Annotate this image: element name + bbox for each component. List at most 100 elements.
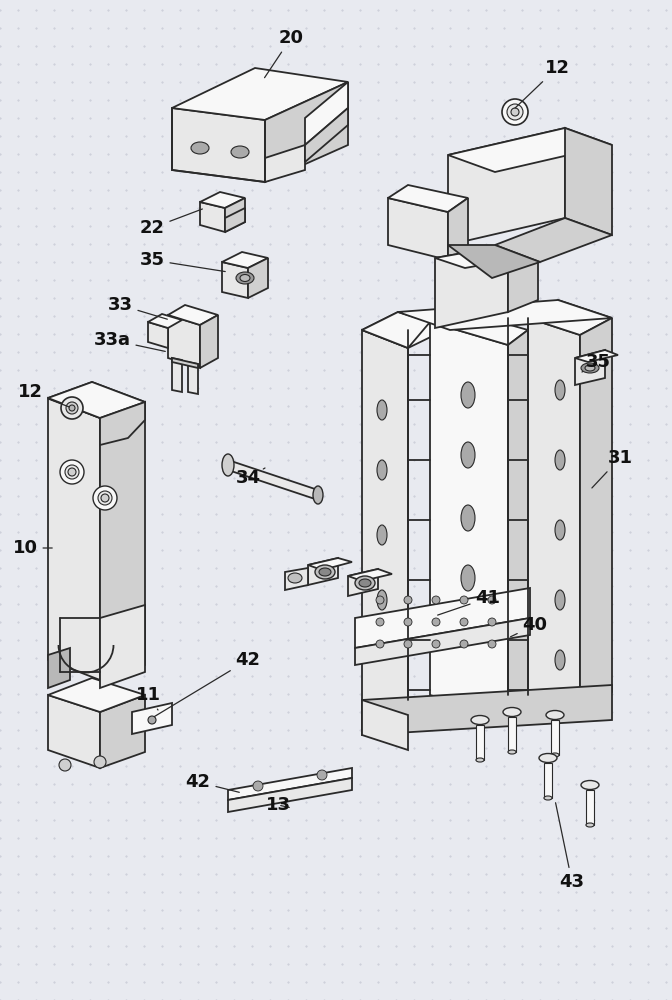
Text: 42: 42 xyxy=(155,651,261,717)
Polygon shape xyxy=(132,703,172,734)
Polygon shape xyxy=(508,330,528,718)
Polygon shape xyxy=(355,588,530,648)
Polygon shape xyxy=(575,350,618,362)
Circle shape xyxy=(94,756,106,768)
Polygon shape xyxy=(495,218,612,262)
Ellipse shape xyxy=(191,142,209,154)
Ellipse shape xyxy=(377,525,387,545)
Polygon shape xyxy=(222,252,268,268)
Polygon shape xyxy=(355,618,530,665)
Text: 31: 31 xyxy=(592,449,632,488)
Ellipse shape xyxy=(313,486,323,504)
Polygon shape xyxy=(565,128,612,235)
Circle shape xyxy=(98,491,112,505)
Polygon shape xyxy=(305,108,348,162)
Circle shape xyxy=(59,759,71,771)
Circle shape xyxy=(502,99,528,125)
Ellipse shape xyxy=(476,758,484,762)
Polygon shape xyxy=(388,185,468,212)
Polygon shape xyxy=(435,245,538,268)
Polygon shape xyxy=(200,192,245,208)
Ellipse shape xyxy=(359,579,371,587)
Text: 22: 22 xyxy=(140,209,202,237)
Polygon shape xyxy=(362,700,408,750)
Circle shape xyxy=(148,716,156,724)
Text: 13: 13 xyxy=(265,796,290,814)
Circle shape xyxy=(432,640,440,648)
Circle shape xyxy=(66,402,78,414)
Ellipse shape xyxy=(377,590,387,610)
Circle shape xyxy=(432,618,440,626)
Polygon shape xyxy=(172,108,265,182)
Polygon shape xyxy=(398,300,612,330)
Polygon shape xyxy=(430,308,528,345)
Circle shape xyxy=(488,640,496,648)
Ellipse shape xyxy=(581,780,599,790)
Ellipse shape xyxy=(546,710,564,720)
Polygon shape xyxy=(228,460,318,500)
Polygon shape xyxy=(348,569,392,581)
Polygon shape xyxy=(222,262,248,298)
Circle shape xyxy=(404,618,412,626)
Polygon shape xyxy=(48,398,100,680)
Text: 40: 40 xyxy=(511,616,548,637)
Ellipse shape xyxy=(355,576,375,590)
Circle shape xyxy=(376,596,384,604)
Ellipse shape xyxy=(555,590,565,610)
Polygon shape xyxy=(448,128,565,245)
Circle shape xyxy=(61,397,83,419)
Polygon shape xyxy=(285,568,308,590)
Polygon shape xyxy=(448,245,540,278)
Polygon shape xyxy=(508,245,538,312)
Ellipse shape xyxy=(461,442,475,468)
Polygon shape xyxy=(575,350,605,385)
Text: 20: 20 xyxy=(265,29,304,78)
Circle shape xyxy=(488,618,496,626)
Polygon shape xyxy=(188,362,198,394)
Ellipse shape xyxy=(461,505,475,531)
Polygon shape xyxy=(168,305,218,325)
Polygon shape xyxy=(551,720,559,755)
Polygon shape xyxy=(48,382,145,418)
Ellipse shape xyxy=(377,400,387,420)
Circle shape xyxy=(460,618,468,626)
Polygon shape xyxy=(148,314,182,328)
Ellipse shape xyxy=(508,750,516,754)
Ellipse shape xyxy=(539,754,557,762)
Circle shape xyxy=(93,486,117,510)
Circle shape xyxy=(376,640,384,648)
Ellipse shape xyxy=(319,568,331,576)
Text: 41: 41 xyxy=(437,589,501,615)
Circle shape xyxy=(507,104,523,120)
Polygon shape xyxy=(48,382,145,418)
Polygon shape xyxy=(172,358,182,392)
Ellipse shape xyxy=(240,274,250,282)
Polygon shape xyxy=(305,82,348,145)
Polygon shape xyxy=(225,198,245,232)
Ellipse shape xyxy=(503,708,521,716)
Polygon shape xyxy=(308,558,352,570)
Polygon shape xyxy=(586,790,594,825)
Circle shape xyxy=(376,618,384,626)
Polygon shape xyxy=(448,128,612,172)
Polygon shape xyxy=(362,685,612,735)
Circle shape xyxy=(65,465,79,479)
Ellipse shape xyxy=(461,382,475,408)
Polygon shape xyxy=(580,318,612,708)
Polygon shape xyxy=(248,258,268,298)
Ellipse shape xyxy=(585,365,595,371)
Circle shape xyxy=(432,596,440,604)
Ellipse shape xyxy=(551,753,559,757)
Circle shape xyxy=(488,596,496,604)
Ellipse shape xyxy=(288,573,302,583)
Polygon shape xyxy=(100,402,145,445)
Circle shape xyxy=(460,640,468,648)
Polygon shape xyxy=(172,358,198,368)
Circle shape xyxy=(101,494,109,502)
Polygon shape xyxy=(528,318,580,708)
Text: 34: 34 xyxy=(235,468,265,487)
Circle shape xyxy=(69,405,75,411)
Polygon shape xyxy=(265,145,305,182)
Polygon shape xyxy=(48,695,100,768)
Polygon shape xyxy=(528,300,612,335)
